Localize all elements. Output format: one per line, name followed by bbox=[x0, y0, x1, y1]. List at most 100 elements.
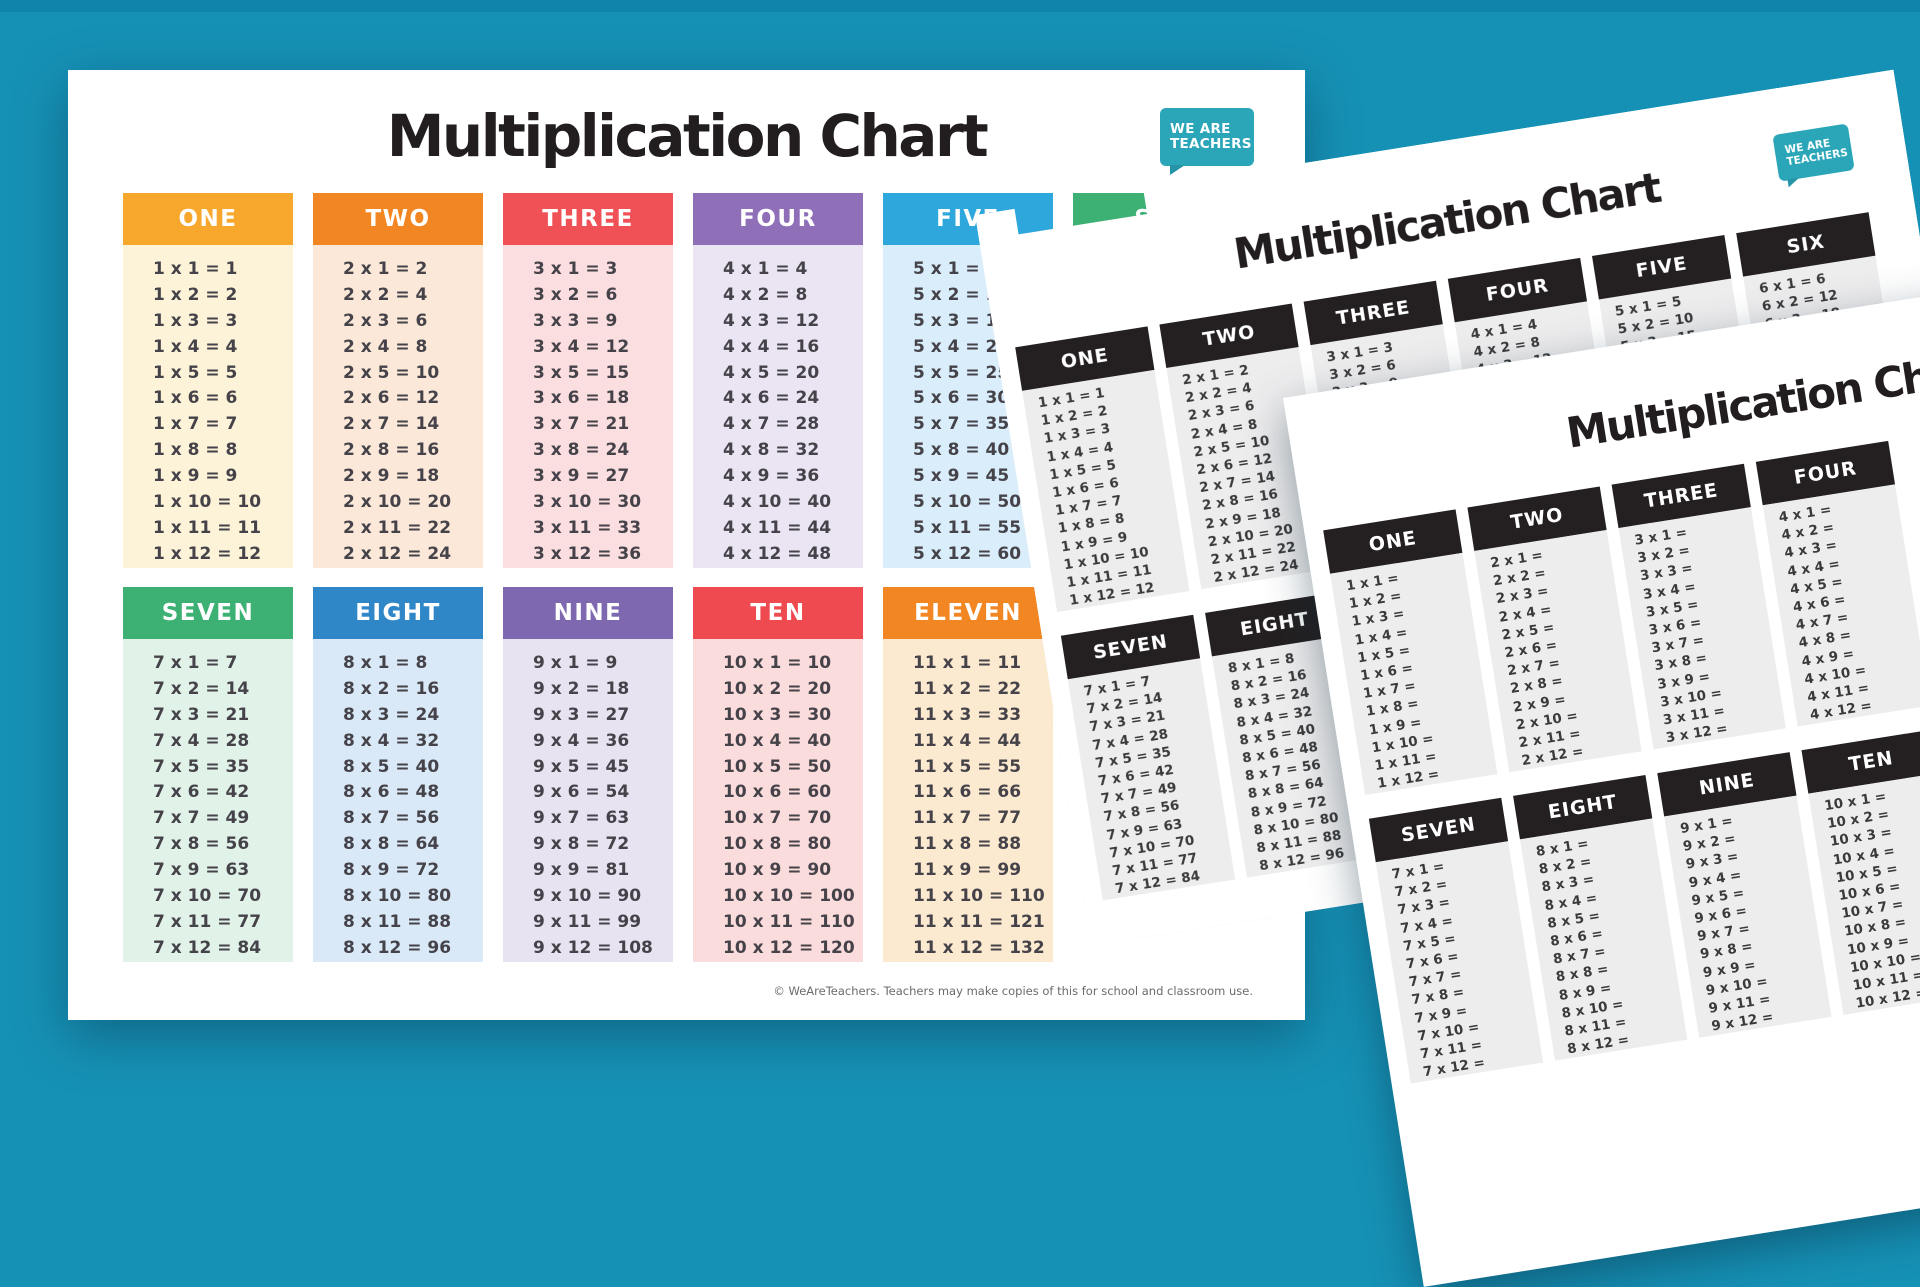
fact-row: 3 x 8 = 24 bbox=[533, 440, 630, 461]
fact-row: 10 x 2 = 20 bbox=[723, 678, 832, 699]
column-body: 7 x 1 = 7 x 2 = 7 x 3 = 7 x 4 = 7 x 5 = 7 x 6… bbox=[1375, 841, 1544, 1084]
column-header: TEN bbox=[693, 586, 863, 639]
we-are-teachers-logo: WE ARE TEACHERS bbox=[1160, 108, 1254, 175]
fact-row: 5 x 12 = 60 bbox=[913, 543, 1022, 564]
column-header: EIGHT bbox=[313, 586, 483, 639]
fact-row: 9 x 8 = 72 bbox=[533, 834, 630, 855]
column-header: ONE bbox=[123, 192, 293, 245]
fact-row: 2 x 4 = 8 bbox=[343, 336, 428, 357]
fact-row: 7 x 2 = 14 bbox=[153, 678, 250, 699]
fact-row: 10 x 10 = 100 bbox=[723, 886, 855, 907]
fact-row: 2 x 6 = 12 bbox=[343, 388, 440, 409]
fact-row: 10 x 4 = 40 bbox=[723, 730, 832, 751]
fact-row: 8 x 10 = 80 bbox=[343, 886, 452, 907]
logo-line-2: TEACHERS bbox=[1170, 136, 1252, 152]
fact-row: 2 x 10 = 20 bbox=[343, 492, 452, 513]
fact-row: 3 x 7 = 21 bbox=[533, 414, 630, 435]
fact-row: 3 x 10 = 30 bbox=[533, 492, 642, 513]
fact-row: 7 x 1 = 7 bbox=[153, 652, 238, 673]
fact-row: 8 x 8 = 64 bbox=[343, 834, 440, 855]
fact-row: 9 x 3 = 27 bbox=[533, 704, 630, 725]
fact-row: 11 x 11 = 121 bbox=[913, 912, 1045, 933]
multiplication-column: NINE 9 x 1 = 9 x 2 = 9 x 3 = 9 x 4 = 9 x 5 = 9… bbox=[1657, 752, 1832, 1038]
multiplication-column: THREE 3 x 1 = 3 3 x 2 = 6 3 x 3 = 9 3 x 4 = … bbox=[503, 192, 673, 568]
multiplication-column: EIGHT 8 x 1 = 8 x 2 = 8 x 3 = 8 x 4 = 8 x 5 =… bbox=[1513, 774, 1688, 1061]
fact-row: 4 x 5 = 20 bbox=[723, 362, 820, 383]
fact-row: 1 x 1 = 1 bbox=[153, 258, 238, 279]
fact-row: 10 x 8 = 80 bbox=[723, 834, 832, 855]
fact-row: 3 x 9 = 27 bbox=[533, 466, 630, 487]
fact-row: 2 x 7 = 14 bbox=[343, 414, 440, 435]
fact-row: 5 x 5 = 25 bbox=[913, 362, 1010, 383]
fact-row: 4 x 3 = 12 bbox=[723, 310, 820, 331]
column-body: 7 x 1 = 7 7 x 2 = 14 7 x 3 = 21 7 x 4 = 28 7… bbox=[123, 638, 293, 962]
fact-row: 1 x 4 = 4 bbox=[153, 336, 238, 357]
page-title: Multiplication Chart bbox=[386, 102, 989, 170]
fact-row: 2 x 2 = 4 bbox=[343, 284, 428, 305]
fact-row: 1 x 7 = 7 bbox=[153, 414, 238, 435]
fact-row: 5 x 11 = 55 bbox=[913, 518, 1022, 539]
fact-row: 3 x 6 = 18 bbox=[533, 388, 630, 409]
fact-row: 9 x 12 = 108 bbox=[533, 937, 653, 958]
fact-row: 2 x 5 = 10 bbox=[343, 362, 440, 383]
fact-row: 8 x 3 = 24 bbox=[343, 704, 440, 725]
fact-row: 7 x 4 = 28 bbox=[153, 730, 250, 751]
column-header: TWO bbox=[313, 192, 483, 245]
fact-row: 10 x 7 = 70 bbox=[723, 808, 832, 829]
fact-row: 11 x 5 = 55 bbox=[913, 756, 1022, 777]
fact-row: 8 x 9 = 72 bbox=[343, 860, 440, 881]
fact-row: 5 x 4 = 20 bbox=[913, 336, 1010, 357]
fact-row: 11 x 1 = 11 bbox=[913, 652, 1022, 673]
fact-row: 9 x 5 = 45 bbox=[533, 756, 630, 777]
fact-row: 9 x 10 = 90 bbox=[533, 886, 642, 907]
fact-row: 1 x 11 = 11 bbox=[153, 518, 262, 539]
fact-row: 3 x 11 = 33 bbox=[533, 518, 642, 539]
fact-row: 5 x 7 = 35 bbox=[913, 414, 1010, 435]
fact-row: 5 x 10 = 50 bbox=[913, 492, 1022, 513]
fact-row: 9 x 4 = 36 bbox=[533, 730, 630, 751]
column-header: SEVEN bbox=[123, 586, 293, 639]
fact-row: 11 x 6 = 66 bbox=[913, 782, 1022, 803]
fact-row: 4 x 7 = 28 bbox=[723, 414, 820, 435]
column-body: 8 x 1 = 8 x 2 = 8 x 3 = 8 x 4 = 8 x 5 = 8 x 6… bbox=[1519, 818, 1688, 1061]
column-row: SEVEN 7 x 1 = 7 7 x 2 = 14 7 x 3 = 21 7 x 4 … bbox=[68, 586, 1305, 962]
fact-row: 7 x 10 = 70 bbox=[153, 886, 262, 907]
fact-row: 3 x 12 = 36 bbox=[533, 543, 642, 564]
fact-row: 7 x 8 = 56 bbox=[153, 834, 250, 855]
fact-row: 10 x 6 = 60 bbox=[723, 782, 832, 803]
fact-row: 4 x 12 = 48 bbox=[723, 543, 832, 564]
multiplication-column: THREE 3 x 1 = 3 x 2 = 3 x 3 = 3 x 4 = 3 x 5 =… bbox=[1611, 463, 1786, 750]
fact-row: 10 x 5 = 50 bbox=[723, 756, 832, 777]
column-body: 1 x 1 = 1 x 2 = 1 x 3 = 1 x 4 = 1 x 5 = 1 x 6… bbox=[1330, 552, 1498, 796]
fact-row: 1 x 10 = 10 bbox=[153, 492, 262, 513]
fact-row: 3 x 3 = 9 bbox=[533, 310, 618, 331]
fact-row: 11 x 7 = 77 bbox=[913, 808, 1022, 829]
fact-row: 7 x 5 = 35 bbox=[153, 756, 250, 777]
fact-row: 5 x 3 = 15 bbox=[913, 310, 1010, 331]
fact-row: 7 x 12 = 84 bbox=[153, 937, 262, 958]
fact-row: 8 x 4 = 32 bbox=[343, 730, 440, 751]
fact-row: 5 x 1 = 5 bbox=[913, 258, 998, 279]
multiplication-column: SEVEN 7 x 1 = 7 x 2 = 7 x 3 = 7 x 4 = 7 x 5 =… bbox=[1368, 797, 1544, 1084]
column-body: 10 x 1 = 10 10 x 2 = 20 10 x 3 = 30 10 x 4 … bbox=[693, 638, 863, 962]
fact-row: 4 x 10 = 40 bbox=[723, 492, 832, 513]
fact-row: 2 x 8 = 16 bbox=[343, 440, 440, 461]
multiplication-column: TEN 10 x 1 = 10 10 x 2 = 20 10 x 3 = 30 10 x… bbox=[693, 586, 863, 962]
fact-row: 4 x 2 = 8 bbox=[723, 284, 808, 305]
column-body: 2 x 1 = 2 x 2 = 2 x 3 = 2 x 4 = 2 x 5 = 2 x 6… bbox=[1474, 530, 1642, 773]
column-body: 8 x 1 = 8 8 x 2 = 16 8 x 3 = 24 8 x 4 = 32 8… bbox=[313, 638, 483, 962]
fact-row: 1 x 8 = 8 bbox=[153, 440, 238, 461]
fact-row: 8 x 12 = 96 bbox=[343, 937, 452, 958]
fact-row: 11 x 4 = 44 bbox=[913, 730, 1022, 751]
fact-row: 10 x 3 = 30 bbox=[723, 704, 832, 725]
fact-row: 1 x 3 = 3 bbox=[153, 310, 238, 331]
fact-row: 11 x 9 = 99 bbox=[913, 860, 1022, 881]
fact-row: 3 x 1 = 3 bbox=[533, 258, 618, 279]
fact-row: 4 x 11 = 44 bbox=[723, 518, 832, 539]
fact-row: 4 x 4 = 16 bbox=[723, 336, 820, 357]
fact-row: 9 x 2 = 18 bbox=[533, 678, 630, 699]
